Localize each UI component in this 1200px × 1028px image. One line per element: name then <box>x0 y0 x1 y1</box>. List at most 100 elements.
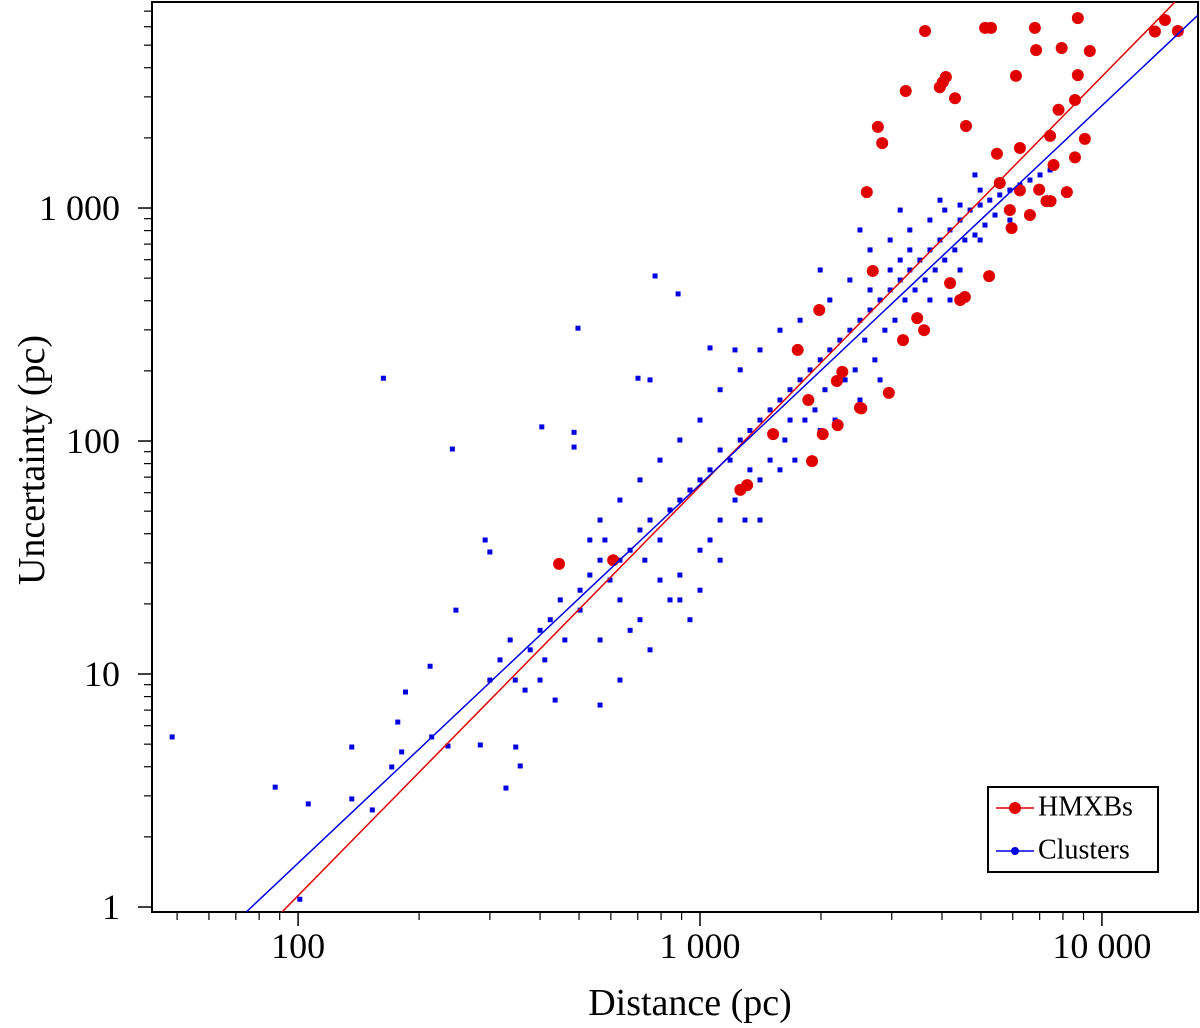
legend-label: Clusters <box>1038 834 1130 865</box>
point <box>867 307 873 313</box>
y-tick-label: 100 <box>66 421 120 461</box>
point <box>657 577 663 583</box>
point <box>537 627 543 633</box>
point <box>577 607 583 613</box>
point <box>389 764 395 770</box>
point <box>732 347 738 353</box>
point <box>767 407 773 413</box>
point <box>297 896 303 902</box>
point <box>169 734 175 740</box>
point <box>642 557 648 563</box>
y-tick-label: 1 <box>102 887 120 927</box>
point <box>937 197 943 203</box>
point <box>527 647 533 653</box>
point <box>1158 14 1171 27</box>
point <box>717 387 723 393</box>
point <box>542 657 548 663</box>
point <box>552 697 558 703</box>
point <box>817 267 823 273</box>
point <box>857 397 863 403</box>
point <box>917 257 923 263</box>
point <box>717 447 723 453</box>
point <box>675 291 681 297</box>
point <box>637 477 643 483</box>
point <box>992 212 998 218</box>
point <box>927 247 933 253</box>
plot-frame <box>151 1 1199 913</box>
point <box>899 84 912 97</box>
point <box>792 457 798 463</box>
point <box>737 437 743 443</box>
point <box>562 637 568 643</box>
point <box>399 749 405 755</box>
point <box>677 497 683 503</box>
point <box>944 277 957 290</box>
point <box>817 357 823 363</box>
point <box>877 377 883 383</box>
point <box>617 677 623 683</box>
point <box>860 186 873 199</box>
point <box>1013 141 1026 154</box>
point <box>1078 132 1091 145</box>
point <box>767 457 773 463</box>
point <box>933 81 946 94</box>
point <box>637 527 643 533</box>
point <box>887 267 893 273</box>
point <box>797 377 803 383</box>
point <box>847 277 853 283</box>
point <box>647 647 653 653</box>
point <box>553 557 566 570</box>
point <box>1023 209 1036 222</box>
point <box>932 267 938 273</box>
point <box>962 237 968 243</box>
point <box>857 317 863 323</box>
point <box>445 743 451 749</box>
point <box>922 277 928 283</box>
point <box>717 557 723 563</box>
point <box>587 537 593 543</box>
point <box>1047 167 1053 173</box>
point <box>892 317 898 323</box>
point <box>757 417 763 423</box>
point <box>697 477 703 483</box>
point <box>349 796 355 802</box>
point <box>816 428 829 441</box>
point <box>667 597 673 603</box>
point <box>1005 222 1018 235</box>
point <box>882 327 888 333</box>
point <box>842 377 848 383</box>
point <box>1047 158 1060 171</box>
point <box>717 517 723 523</box>
point <box>449 446 455 452</box>
point <box>747 467 753 473</box>
point <box>972 172 978 178</box>
point <box>571 444 577 450</box>
point <box>911 312 924 325</box>
point <box>602 537 608 543</box>
point <box>782 437 788 443</box>
point <box>852 367 858 373</box>
point <box>517 763 523 769</box>
legend-label: HMXBs <box>1038 791 1133 822</box>
point <box>897 207 903 213</box>
point <box>597 702 603 708</box>
fit-line <box>245 14 1198 912</box>
legend-box <box>987 786 1159 873</box>
point <box>1003 204 1016 217</box>
legend-marker <box>1009 802 1021 814</box>
point <box>1007 217 1013 223</box>
point <box>997 192 1003 198</box>
point <box>1037 172 1043 178</box>
legend-marker <box>1011 847 1019 855</box>
point <box>977 237 983 243</box>
point <box>757 347 763 353</box>
point <box>767 428 780 441</box>
point <box>907 267 913 273</box>
point <box>487 677 493 683</box>
point <box>806 455 819 468</box>
point <box>647 517 653 523</box>
point <box>957 267 963 273</box>
point <box>512 677 518 683</box>
